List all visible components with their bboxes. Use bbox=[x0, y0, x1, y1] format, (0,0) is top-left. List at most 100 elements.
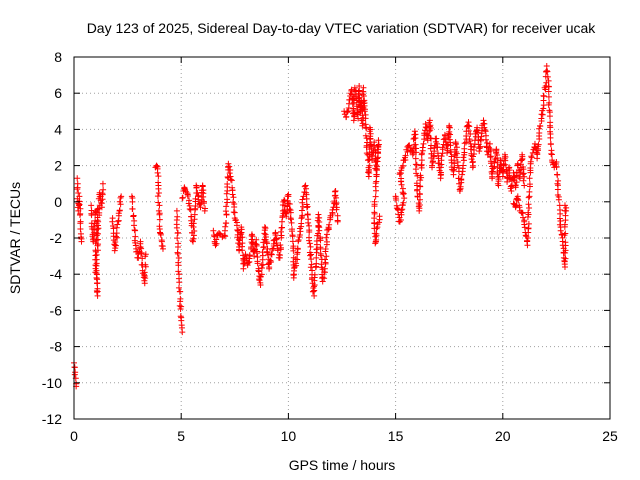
data-layer bbox=[71, 63, 570, 390]
data-point bbox=[447, 149, 454, 156]
data-point bbox=[317, 237, 324, 244]
data-point bbox=[487, 147, 494, 154]
data-point bbox=[429, 164, 436, 171]
data-point bbox=[480, 117, 487, 124]
data-point bbox=[521, 182, 528, 189]
data-point bbox=[367, 141, 374, 148]
data-point bbox=[176, 279, 183, 286]
data-point bbox=[520, 177, 527, 184]
data-point bbox=[434, 144, 441, 151]
data-point bbox=[179, 329, 186, 336]
data-point bbox=[525, 194, 532, 201]
data-point bbox=[226, 170, 233, 177]
data-point bbox=[141, 280, 148, 287]
data-point bbox=[372, 233, 379, 240]
data-point bbox=[366, 162, 373, 169]
data-point bbox=[179, 194, 186, 201]
chart-title: Day 123 of 2025, Sidereal Day-to-day VTE… bbox=[87, 20, 597, 36]
data-point bbox=[240, 265, 247, 272]
data-point bbox=[281, 196, 288, 203]
data-point bbox=[400, 199, 407, 206]
data-point bbox=[519, 156, 526, 163]
data-point bbox=[285, 200, 292, 207]
x-tick-label: 5 bbox=[177, 428, 185, 444]
data-point bbox=[112, 239, 119, 246]
data-point bbox=[230, 209, 237, 216]
data-point bbox=[257, 279, 264, 286]
data-point bbox=[300, 193, 307, 200]
data-point bbox=[311, 271, 318, 278]
data-point bbox=[439, 144, 446, 151]
data-point bbox=[412, 135, 419, 142]
data-point bbox=[525, 201, 532, 208]
data-point bbox=[255, 267, 262, 274]
data-point bbox=[371, 210, 378, 217]
y-tick-label: -4 bbox=[50, 266, 63, 282]
data-point bbox=[193, 184, 200, 191]
data-point bbox=[561, 221, 568, 228]
data-point bbox=[321, 265, 328, 272]
data-point bbox=[94, 230, 101, 237]
data-point bbox=[512, 182, 519, 189]
data-point bbox=[159, 245, 166, 252]
data-point bbox=[521, 173, 528, 180]
data-point bbox=[343, 109, 350, 116]
data-point bbox=[260, 243, 267, 250]
data-point bbox=[226, 163, 233, 170]
data-point bbox=[154, 193, 161, 200]
data-point bbox=[311, 292, 318, 299]
data-point bbox=[76, 212, 83, 219]
data-point bbox=[444, 141, 451, 148]
data-point bbox=[313, 260, 320, 267]
data-point bbox=[132, 227, 139, 234]
data-point bbox=[223, 203, 230, 210]
data-point bbox=[554, 180, 561, 187]
data-point bbox=[117, 194, 124, 201]
data-point bbox=[474, 129, 481, 136]
data-point bbox=[429, 158, 436, 165]
data-point bbox=[466, 137, 473, 144]
data-point bbox=[116, 198, 123, 205]
data-point bbox=[278, 224, 285, 231]
data-point bbox=[118, 193, 125, 200]
data-point bbox=[465, 122, 472, 129]
data-point bbox=[142, 261, 149, 268]
data-point bbox=[155, 190, 162, 197]
data-point bbox=[176, 288, 183, 295]
data-point bbox=[458, 176, 465, 183]
data-point bbox=[291, 264, 298, 271]
data-point bbox=[287, 209, 294, 216]
data-point bbox=[268, 259, 275, 266]
data-point bbox=[468, 156, 475, 163]
data-point bbox=[231, 209, 238, 216]
data-point bbox=[325, 224, 332, 231]
data-point bbox=[326, 221, 333, 228]
data-point bbox=[129, 206, 136, 213]
data-point bbox=[365, 169, 372, 176]
data-point bbox=[375, 137, 382, 144]
data-point bbox=[200, 193, 207, 200]
data-point bbox=[263, 240, 270, 247]
data-point bbox=[545, 93, 552, 100]
data-point bbox=[223, 220, 230, 227]
data-point bbox=[239, 247, 246, 254]
data-point bbox=[130, 213, 137, 220]
data-point bbox=[313, 238, 320, 245]
data-point bbox=[94, 236, 101, 243]
data-point bbox=[467, 146, 474, 153]
data-point bbox=[177, 306, 184, 313]
data-point bbox=[175, 262, 182, 269]
data-point bbox=[477, 143, 484, 150]
data-point bbox=[154, 169, 161, 176]
data-point bbox=[117, 201, 124, 208]
data-point bbox=[319, 274, 326, 281]
data-point bbox=[398, 175, 405, 182]
data-point bbox=[524, 238, 531, 245]
data-point bbox=[538, 111, 545, 118]
data-point bbox=[508, 187, 515, 194]
data-point bbox=[372, 187, 379, 194]
data-point bbox=[155, 173, 162, 180]
data-point bbox=[99, 180, 106, 187]
data-point bbox=[190, 220, 197, 227]
data-point bbox=[446, 124, 453, 131]
